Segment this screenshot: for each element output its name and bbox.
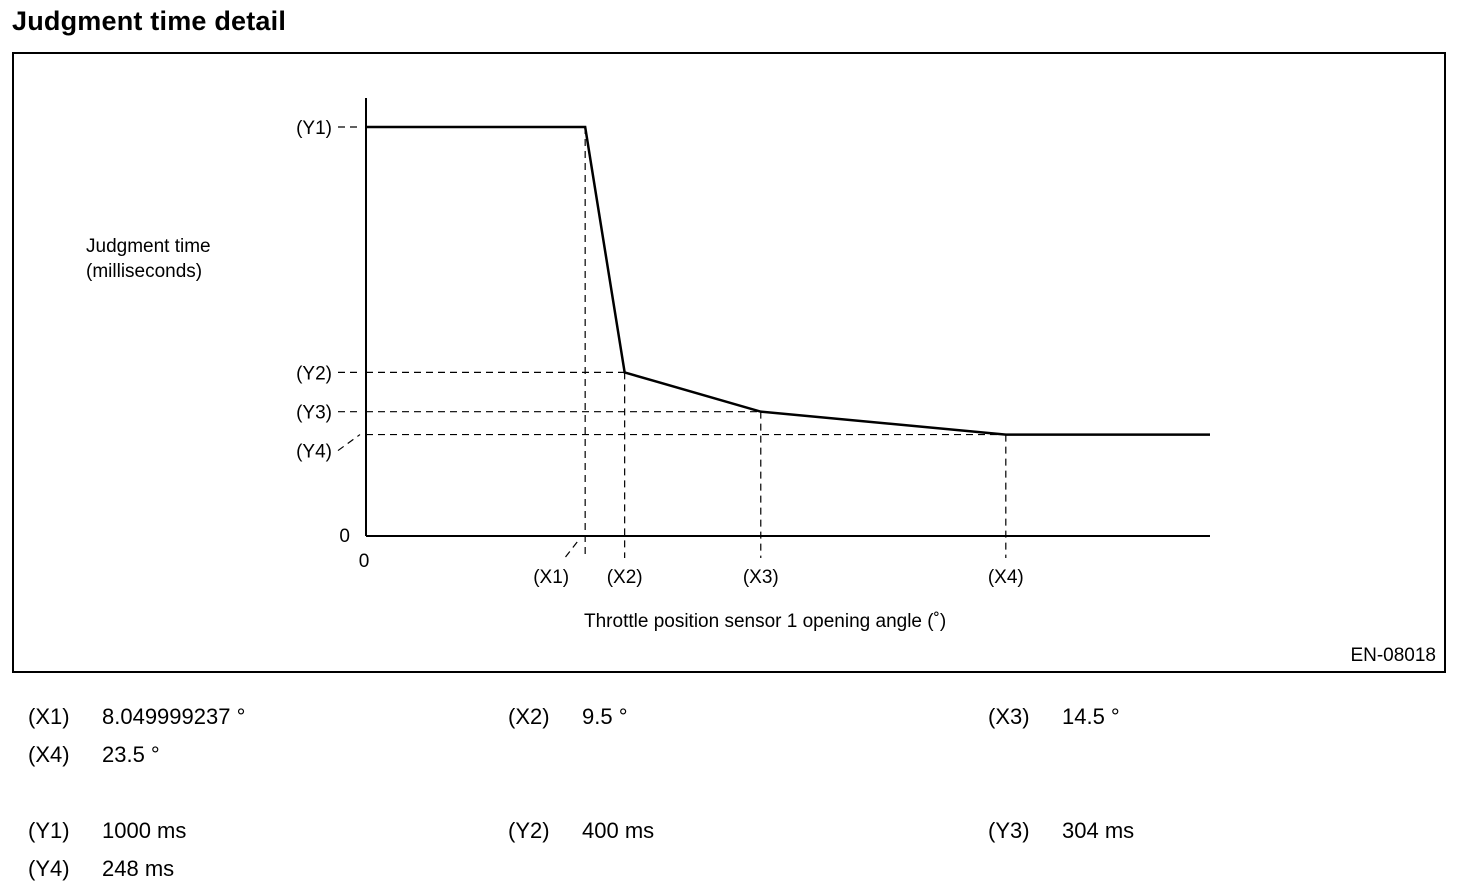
series-line xyxy=(366,125,1210,436)
legend-value: 400 ms xyxy=(582,818,655,843)
legend-value: 9.5 ° xyxy=(582,704,628,729)
legend-item-x1: (X1) 8.049999237 ° xyxy=(28,704,245,730)
y-tick-label-4: (Y4) xyxy=(296,442,332,463)
x-tick-label-4: (X4) xyxy=(988,567,1024,588)
legend-value: 248 ms xyxy=(102,856,175,881)
legend-item-x3: (X3) 14.5 ° xyxy=(988,704,1120,730)
y-tick-label-2: (Y2) xyxy=(296,363,332,384)
x-origin-label: 0 xyxy=(359,551,370,572)
figure-frame: (Y1) (Y2) (Y3) (Y4) 0 0 (X1) (X2) (X3) (X4) Judgm… xyxy=(12,52,1446,673)
legend-value: 14.5 ° xyxy=(1062,704,1120,729)
y-axis-label-line1: Judgment time xyxy=(86,236,211,257)
legend-key: (Y4) xyxy=(28,856,70,881)
y-tick-label-3: (Y3) xyxy=(296,403,332,424)
legend-item-x4: (X4) 23.5 ° xyxy=(28,742,160,768)
legend-value: 1000 ms xyxy=(102,818,187,843)
legend-item-y1: (Y1) 1000 ms xyxy=(28,818,186,844)
x-axis-label: Throttle position sensor 1 opening angle… xyxy=(584,611,947,632)
y-axis-label-line2: (milliseconds) xyxy=(86,261,203,282)
legend-key: (X3) xyxy=(988,704,1030,729)
x-tick-leader-1 xyxy=(562,541,578,561)
legend-value: 8.049999237 ° xyxy=(102,704,246,729)
y-origin-label: 0 xyxy=(339,526,350,547)
x-tick-label-2: (X2) xyxy=(607,567,643,588)
legend-item-y3: (Y3) 304 ms xyxy=(988,818,1134,844)
x-tick-label-3: (X3) xyxy=(743,567,779,588)
legend-item-y2: (Y2) 400 ms xyxy=(508,818,654,844)
legend-item-x2: (X2) 9.5 ° xyxy=(508,704,628,730)
legend-key: (X1) xyxy=(28,704,70,729)
legend-key: (X4) xyxy=(28,742,70,767)
x-tick-label-1: (X1) xyxy=(533,567,569,588)
chart-svg: (Y1) (Y2) (Y3) (Y4) 00 (X1) (X2) (X3) (X4) xyxy=(296,98,1211,588)
page-title: Judgment time detail xyxy=(12,6,287,36)
legend-key: (X2) xyxy=(508,704,550,729)
legend-key: (Y2) xyxy=(508,818,550,843)
y-tick-leader-4 xyxy=(337,434,361,452)
legend-key: (Y1) xyxy=(28,818,70,843)
figure-code: EN-08018 xyxy=(1350,645,1436,666)
y-tick-label-1: (Y1) xyxy=(296,118,332,139)
legend-key: (Y3) xyxy=(988,818,1030,843)
legend-value: 304 ms xyxy=(1062,818,1135,843)
legend-item-y4: (Y4) 248 ms xyxy=(28,856,174,882)
y-axis-label: Judgment time (milliseconds) xyxy=(86,234,211,284)
legend-value: 23.5 ° xyxy=(102,742,160,767)
